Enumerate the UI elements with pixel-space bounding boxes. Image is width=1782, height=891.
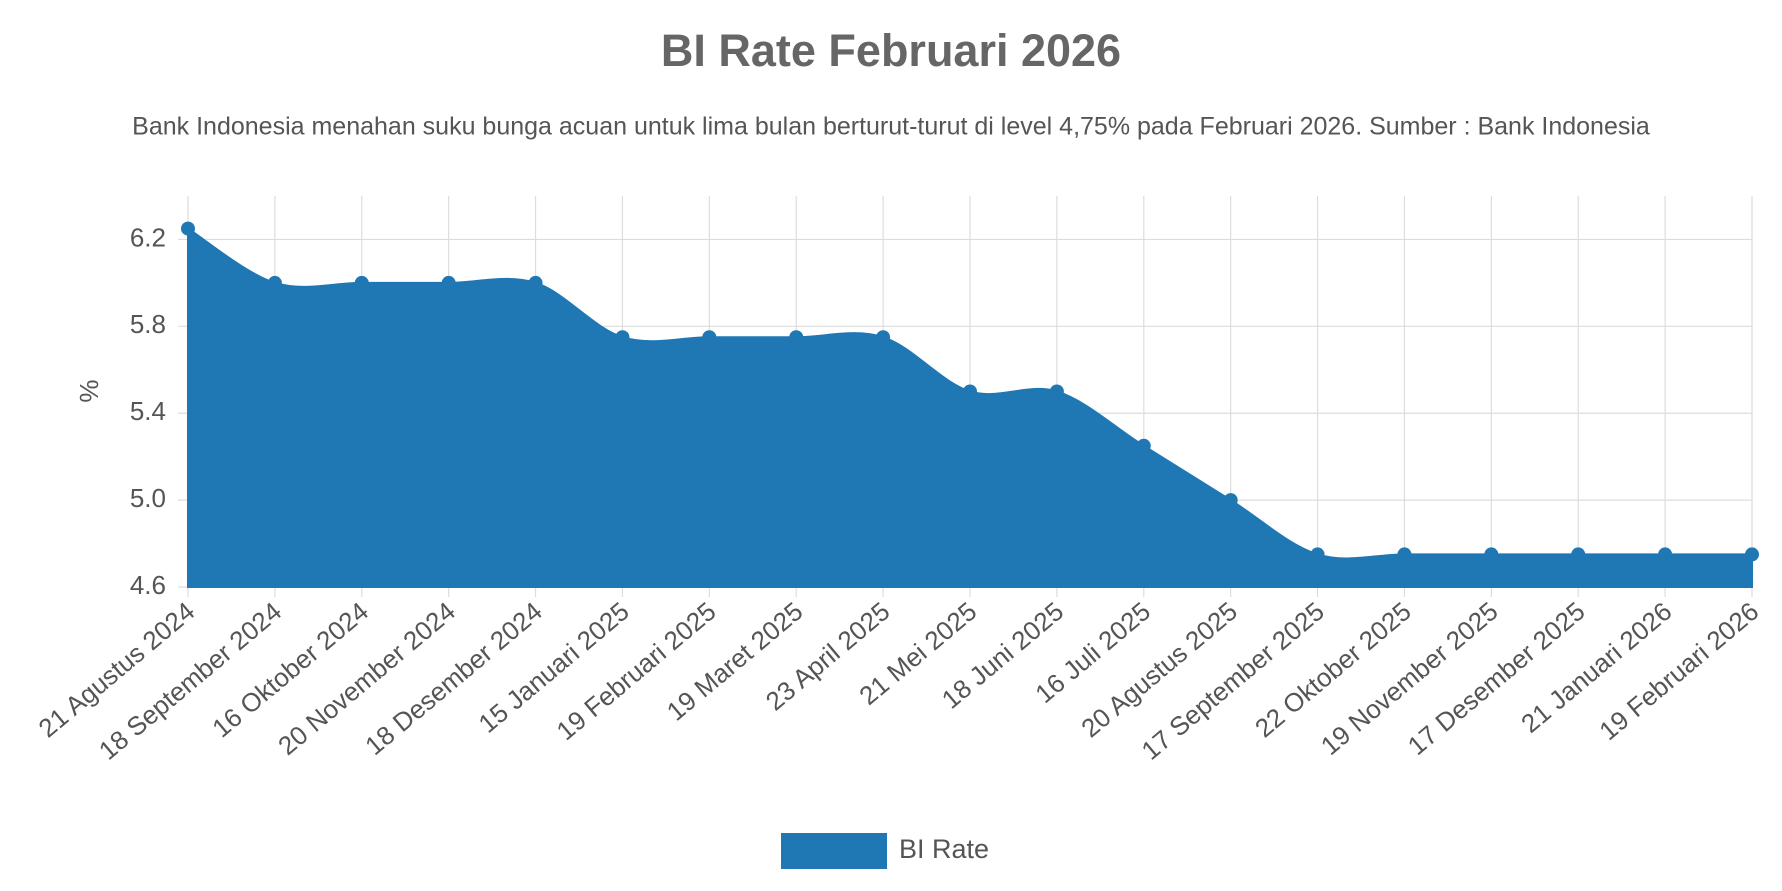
x-tick-label: 19 Februari 2026 — [1593, 596, 1764, 746]
x-tick-label: 20 Agustus 2025 — [1075, 596, 1243, 744]
point — [615, 330, 630, 345]
x-tick-label: 21 Agustus 2024 — [33, 596, 201, 744]
point — [1745, 547, 1759, 562]
y-tick-label: 4.6 — [130, 570, 166, 600]
point — [441, 275, 456, 290]
y-tick-label: 5.8 — [130, 309, 166, 339]
x-tick-label: 22 Oktober 2025 — [1249, 596, 1417, 743]
point — [528, 275, 543, 290]
point — [1397, 547, 1412, 562]
chart-subtitle: Bank Indonesia menahan suku bunga acuan … — [132, 113, 1650, 141]
point — [1136, 438, 1151, 453]
point — [1571, 547, 1586, 562]
point — [1310, 547, 1325, 562]
point — [1658, 547, 1673, 562]
x-tick-label: 19 Februari 2025 — [551, 596, 722, 746]
y-tick-label: 5.0 — [130, 483, 166, 513]
point — [1049, 384, 1064, 399]
point — [1223, 493, 1238, 508]
x-tick-label: 15 Januari 2025 — [473, 596, 635, 739]
point — [181, 221, 195, 236]
y-tick-label: 5.4 — [130, 396, 166, 426]
point — [789, 330, 804, 345]
point — [354, 275, 369, 290]
legend-swatch — [781, 833, 887, 869]
x-tick-label: 16 Oktober 2024 — [206, 596, 374, 743]
point — [876, 330, 891, 345]
point — [702, 330, 717, 345]
point — [963, 384, 977, 399]
point — [1484, 547, 1499, 562]
y-axis-label: % — [74, 379, 104, 402]
legend-label: BI Rate — [899, 834, 989, 864]
x-tick-label: 21 Januari 2026 — [1515, 596, 1677, 739]
chart-title: BI Rate Februari 2026 — [661, 25, 1121, 76]
point — [267, 275, 282, 290]
y-tick-label: 6.2 — [130, 222, 166, 252]
